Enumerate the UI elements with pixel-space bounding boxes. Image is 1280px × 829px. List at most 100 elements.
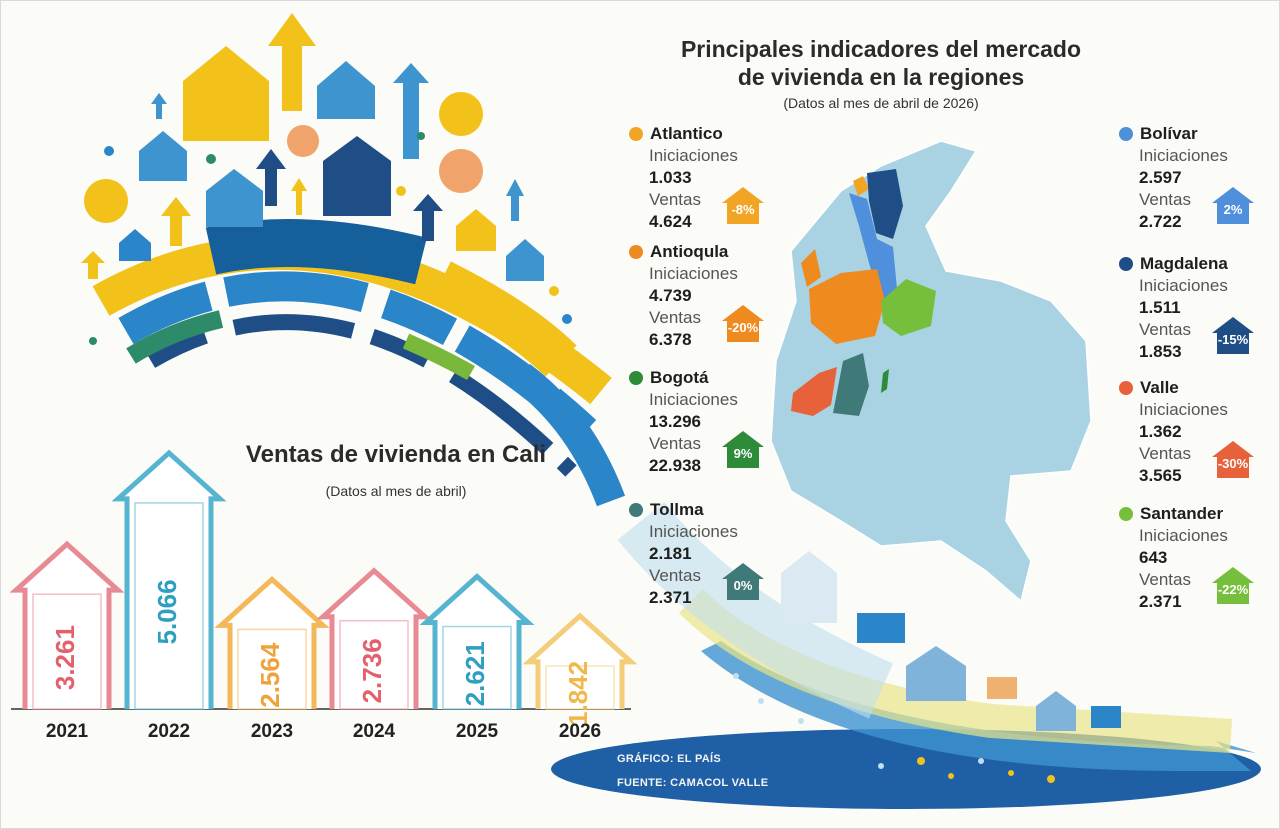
bar-inner-outline <box>32 593 102 710</box>
bar-value-label: 2.736 <box>357 638 387 703</box>
bar-2021: 3.261 2021 <box>9 540 125 742</box>
region-color-dot <box>629 503 643 517</box>
region-name: Tollma <box>629 499 789 521</box>
ventas-value: 2.722 <box>1139 212 1182 231</box>
bar-inner-outline <box>545 665 615 710</box>
iniciaciones-label: Iniciaciones <box>1139 526 1228 545</box>
bar-inner-outline <box>134 502 204 710</box>
region-name-text: Magdalena <box>1140 254 1228 273</box>
house-icon <box>1212 317 1254 354</box>
region-5: Magdalena Iniciaciones 1.511 Ventas 1.853 -15… <box>1119 253 1279 363</box>
bar-shape <box>214 576 330 709</box>
variation-badge: 2% <box>1211 185 1255 225</box>
colombia-map <box>770 140 1092 603</box>
iniciaciones-value: 4.739 <box>649 286 692 305</box>
x-tick-label: 2025 <box>456 721 499 742</box>
bar-2022: 5.066 2022 <box>111 449 227 742</box>
ventas-label: Ventas <box>1139 444 1191 463</box>
bar-2024: 2.736 2024 <box>316 567 432 742</box>
region-3: Tollma Iniciaciones 2.181 Ventas 2.371 0% <box>629 499 789 609</box>
regions-title-line-2: de vivienda en la regiones <box>737 64 1025 90</box>
regions-title-line-1: Principales indicadores del mercado <box>680 36 1082 62</box>
variation-badge: -8% <box>721 185 765 225</box>
region-4: Bolívar Iniciaciones 2.597 Ventas 2.722 2% <box>1119 123 1279 233</box>
map-atlantico <box>853 176 869 196</box>
house-icon <box>722 563 764 600</box>
variation-value: -30% <box>1217 456 1249 471</box>
ventas-label: Ventas <box>1139 570 1191 589</box>
region-name-text: Valle <box>1140 378 1179 397</box>
iniciaciones-value: 13.296 <box>649 412 701 431</box>
map-bolivar <box>849 193 898 303</box>
bar-shape <box>9 540 125 709</box>
region-0: Atlantico Iniciaciones 1.033 Ventas 4.624 -8% <box>629 123 789 233</box>
ventas-value: 2.371 <box>1139 592 1182 611</box>
regions-subtitle: (Datos al mes de abril de 2026) <box>783 95 979 111</box>
ventas-label: Ventas <box>1139 320 1191 339</box>
map-base <box>770 140 1092 603</box>
iniciaciones-label: Iniciaciones <box>649 522 738 541</box>
variation-badge: -22% <box>1211 565 1255 605</box>
region-2: Bogotá Iniciaciones 13.296 Ventas 22.938 9% <box>629 367 789 477</box>
variation-value: -8% <box>731 202 755 217</box>
bar-shape <box>522 612 638 709</box>
region-name-text: Bogotá <box>650 368 709 387</box>
ventas-value: 22.938 <box>649 456 701 475</box>
map-magdalena <box>867 169 903 239</box>
iniciaciones-label: Iniciaciones <box>1139 400 1228 419</box>
ventas-value: 4.624 <box>649 212 692 231</box>
x-tick-label: 2024 <box>353 721 396 742</box>
region-color-dot <box>629 127 643 141</box>
map-santander <box>881 279 936 336</box>
iniciaciones-label: Iniciaciones <box>649 146 738 165</box>
sales-chart: 3.261 2021 5.066 2022 2.564 2023 2.736 2024 2.62… <box>9 449 638 742</box>
variation-value: 9% <box>733 446 753 461</box>
map-tolima <box>833 353 869 416</box>
x-tick-label: 2022 <box>148 721 190 742</box>
bar-2025: 2.621 2025 <box>419 573 535 742</box>
bar-inner-outline <box>339 619 409 710</box>
x-tick-label: 2023 <box>251 721 293 742</box>
variation-badge: 0% <box>721 561 765 601</box>
variation-badge: -15% <box>1211 315 1255 355</box>
house-icon <box>1212 567 1254 604</box>
bar-shape <box>419 573 535 709</box>
map-antioquia-coast <box>801 249 821 287</box>
bar-shape <box>111 449 227 709</box>
bar-value-label: 3.261 <box>50 625 80 690</box>
bar-inner-outline <box>237 628 307 710</box>
bottom-stream <box>551 502 1261 809</box>
region-name-text: Santander <box>1140 504 1224 523</box>
region-6: Valle Iniciaciones 1.362 Ventas 3.565 -30% <box>1119 377 1279 487</box>
map-valle <box>791 367 837 416</box>
region-color-dot <box>1119 127 1133 141</box>
bar-shape <box>316 567 432 709</box>
region-name-text: Tollma <box>650 500 704 519</box>
bar-value-label: 2.621 <box>460 641 490 706</box>
house-icon <box>1212 441 1254 478</box>
region-7: Santander Iniciaciones 643 Ventas 2.371 -22% <box>1119 503 1279 613</box>
iniciaciones-label: Iniciaciones <box>1139 276 1228 295</box>
arc-bands <box>92 219 626 507</box>
ventas-value: 1.853 <box>1139 342 1182 361</box>
iniciaciones-value: 2.181 <box>649 544 692 563</box>
house-icon <box>1212 187 1254 224</box>
variation-value: -15% <box>1217 332 1249 347</box>
variation-value: -20% <box>727 320 759 335</box>
variation-value: 0% <box>733 578 753 593</box>
variation-value: -22% <box>1217 582 1249 597</box>
iniciaciones-label: Iniciaciones <box>1139 146 1228 165</box>
house-icon <box>722 431 764 468</box>
variation-value: 2% <box>1223 202 1243 217</box>
region-color-dot <box>629 371 643 385</box>
bar-inner-outline <box>442 625 512 710</box>
iniciaciones-value: 2.597 <box>1139 168 1182 187</box>
region-name-text: Antioqula <box>650 242 729 261</box>
iniciaciones-value: 643 <box>1139 548 1168 567</box>
bar-2023: 2.564 2023 <box>214 576 330 742</box>
ventas-label: Ventas <box>1139 190 1191 209</box>
iniciaciones-value: 1.033 <box>649 168 692 187</box>
region-color-dot <box>1119 507 1133 521</box>
x-tick-label: 2026 <box>559 721 601 742</box>
